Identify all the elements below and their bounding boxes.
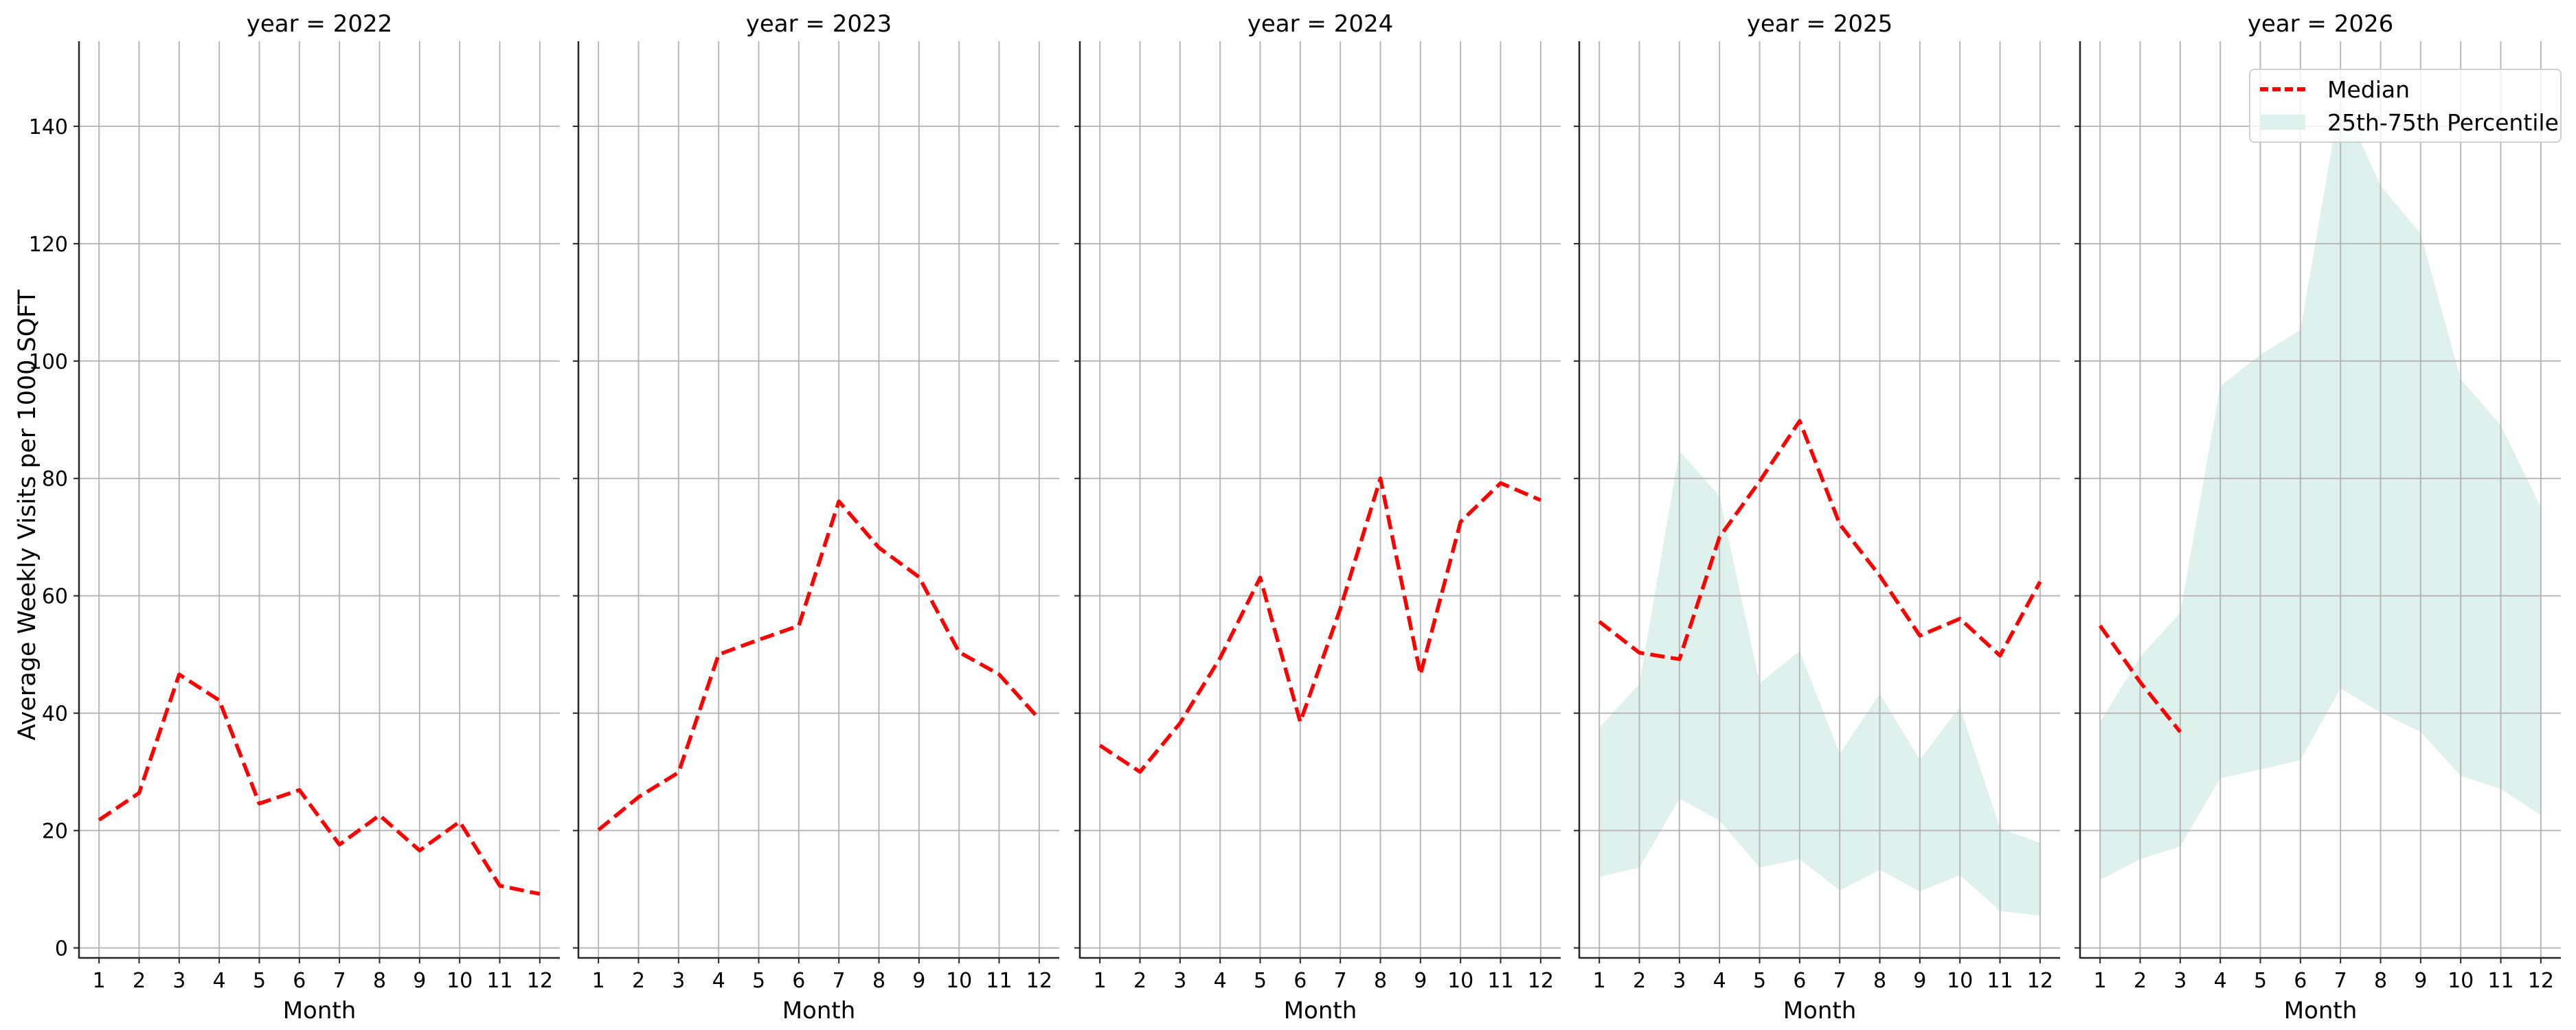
- filled-band-icon: [2260, 115, 2305, 130]
- x-axis-label: Month: [283, 997, 357, 1025]
- x-tick-label: 3: [1673, 969, 1686, 993]
- x-tick-label: 10: [946, 969, 972, 993]
- y-axis-label: Average Weekly Visits per 1000 SQFT: [14, 289, 41, 741]
- x-tick-label: 8: [2374, 969, 2387, 993]
- x-tick-label: 8: [1873, 969, 1886, 993]
- x-tick-label: 10: [1447, 969, 1473, 993]
- x-axis-label: Month: [782, 997, 856, 1025]
- x-tick-label: 4: [1713, 969, 1726, 993]
- x-axis-label: Month: [2284, 997, 2358, 1025]
- median-line: [98, 672, 541, 896]
- legend-item-percentile-band: 25th-75th Percentile: [2260, 107, 2559, 137]
- x-tick-label: 2: [1133, 969, 1146, 993]
- x-tick-label: 11: [1987, 969, 2013, 993]
- x-tick-label: 7: [1833, 969, 1846, 993]
- percentile-band: [2100, 98, 2541, 880]
- y-tick-label: 80: [42, 468, 68, 492]
- x-tick-label: 9: [912, 969, 925, 993]
- y-tick-label: 40: [42, 702, 68, 726]
- median-line: [597, 499, 1041, 832]
- x-tick-label: 2: [133, 969, 146, 993]
- y-tick-label: 120: [29, 233, 68, 257]
- legend-label-percentile: 25th-75th Percentile: [2327, 108, 2559, 136]
- x-tick-label: 10: [2448, 969, 2474, 993]
- x-tick-label: 2: [632, 969, 645, 993]
- x-tick-label: 8: [373, 969, 386, 993]
- median-line: [2098, 624, 2182, 733]
- x-tick-label: 9: [1913, 969, 1926, 993]
- x-tick-label: 6: [1293, 969, 1307, 993]
- legend-item-median: Median: [2260, 74, 2410, 104]
- x-tick-label: 1: [592, 969, 605, 993]
- median-line: [1598, 419, 2042, 661]
- x-tick-label: 12: [2528, 969, 2554, 993]
- panel-title: year = 2022: [247, 10, 392, 38]
- x-tick-label: 5: [752, 969, 765, 993]
- x-tick-label: 9: [413, 969, 426, 993]
- x-tick-label: 10: [447, 969, 473, 993]
- x-tick-label: 1: [93, 969, 106, 993]
- percentile-band: [1599, 450, 2040, 916]
- x-tick-label: 7: [333, 969, 346, 993]
- x-tick-label: 1: [2094, 969, 2107, 993]
- panel-title: year = 2025: [1747, 10, 1893, 38]
- x-tick-label: 8: [872, 969, 885, 993]
- x-tick-label: 6: [293, 969, 306, 993]
- x-tick-label: 5: [2254, 969, 2267, 993]
- x-tick-label: 7: [833, 969, 846, 993]
- x-tick-label: 4: [712, 969, 725, 993]
- x-tick-label: 4: [2214, 969, 2227, 993]
- x-tick-label: 11: [986, 969, 1012, 993]
- x-tick-label: 12: [1026, 969, 1052, 993]
- x-tick-label: 5: [1254, 969, 1267, 993]
- y-tick-label: 20: [42, 820, 68, 844]
- panel-title: year = 2023: [746, 10, 892, 38]
- x-tick-label: 12: [1528, 969, 1554, 993]
- x-tick-label: 7: [2334, 969, 2347, 993]
- x-tick-label: 6: [1793, 969, 1806, 993]
- x-tick-label: 12: [2027, 969, 2053, 993]
- x-tick-label: 2: [2134, 969, 2147, 993]
- x-tick-label: 11: [1487, 969, 1513, 993]
- x-tick-label: 6: [2294, 969, 2307, 993]
- x-tick-label: 9: [2414, 969, 2427, 993]
- x-tick-label: 1: [1094, 969, 1107, 993]
- dashed-line-icon: [2260, 87, 2305, 91]
- x-tick-label: 7: [1334, 969, 1347, 993]
- legend: Median 25th-75th Percentile: [2249, 69, 2562, 143]
- x-tick-label: 3: [2173, 969, 2187, 993]
- x-tick-label: 9: [1414, 969, 1427, 993]
- x-tick-label: 4: [1214, 969, 1227, 993]
- x-tick-label: 5: [1753, 969, 1766, 993]
- legend-label-median: Median: [2327, 76, 2410, 103]
- y-tick-label: 0: [55, 937, 68, 961]
- x-tick-label: 8: [1374, 969, 1387, 993]
- x-tick-label: 3: [1173, 969, 1186, 993]
- x-tick-label: 3: [172, 969, 185, 993]
- x-tick-label: 11: [2487, 969, 2513, 993]
- x-tick-label: 12: [527, 969, 553, 993]
- y-tick-label: 60: [42, 585, 68, 609]
- x-tick-label: 5: [253, 969, 266, 993]
- x-tick-label: 1: [1593, 969, 1606, 993]
- x-axis-label: Month: [1284, 997, 1357, 1025]
- median-line: [1098, 476, 1541, 774]
- x-tick-label: 4: [213, 969, 226, 993]
- x-tick-label: 10: [1947, 969, 1973, 993]
- panel-title: year = 2026: [2248, 10, 2393, 38]
- y-tick-label: 100: [29, 350, 68, 374]
- x-tick-label: 11: [486, 969, 512, 993]
- y-tick-label: 140: [29, 115, 68, 139]
- x-axis-label: Month: [1783, 997, 1857, 1025]
- x-tick-label: 6: [792, 969, 805, 993]
- panel-title: year = 2024: [1247, 10, 1393, 38]
- x-tick-label: 2: [1633, 969, 1646, 993]
- x-tick-label: 3: [672, 969, 685, 993]
